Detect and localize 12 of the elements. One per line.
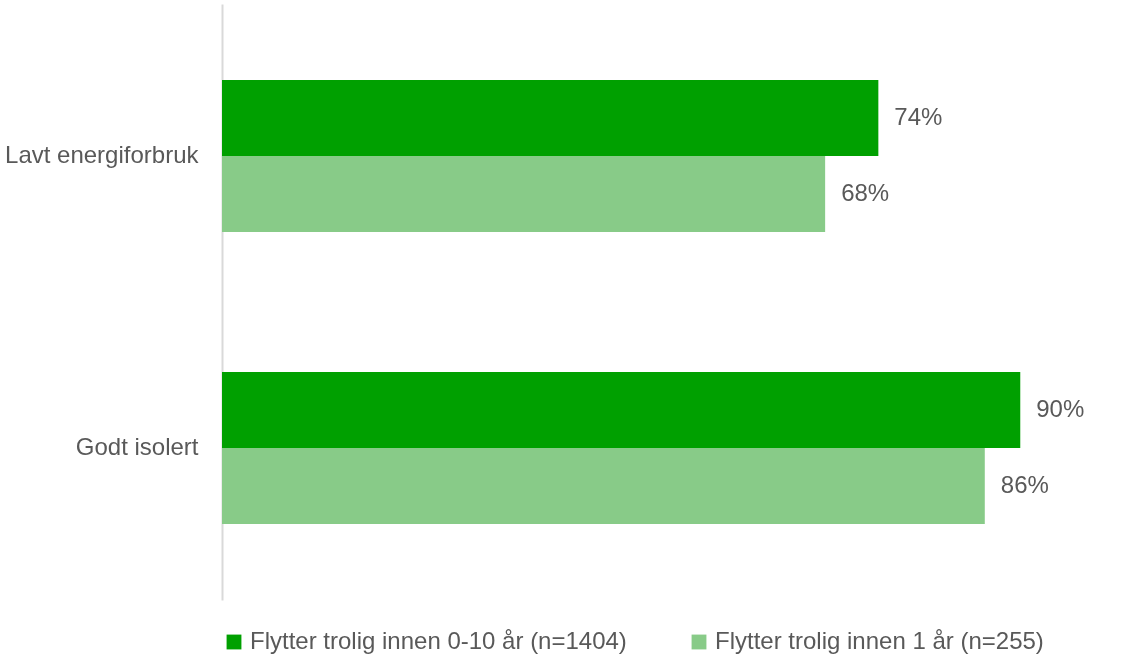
data-label: 86% [1000,471,1049,499]
legend-label: Flytter trolig innen 0-10 år (n=1404) [250,627,627,654]
data-label: 74% [894,102,943,130]
y-tick-label: Lavt energiforbruk [5,140,200,168]
bar [222,372,1021,449]
bar [222,155,826,232]
y-tick-label: Godt isolert [75,433,199,461]
bar [222,448,985,525]
data-label: 90% [1036,395,1085,423]
bar [222,79,879,156]
data-label: 68% [841,178,890,206]
legend-label: Flytter trolig innen 1 år (n=255) [715,627,1044,654]
